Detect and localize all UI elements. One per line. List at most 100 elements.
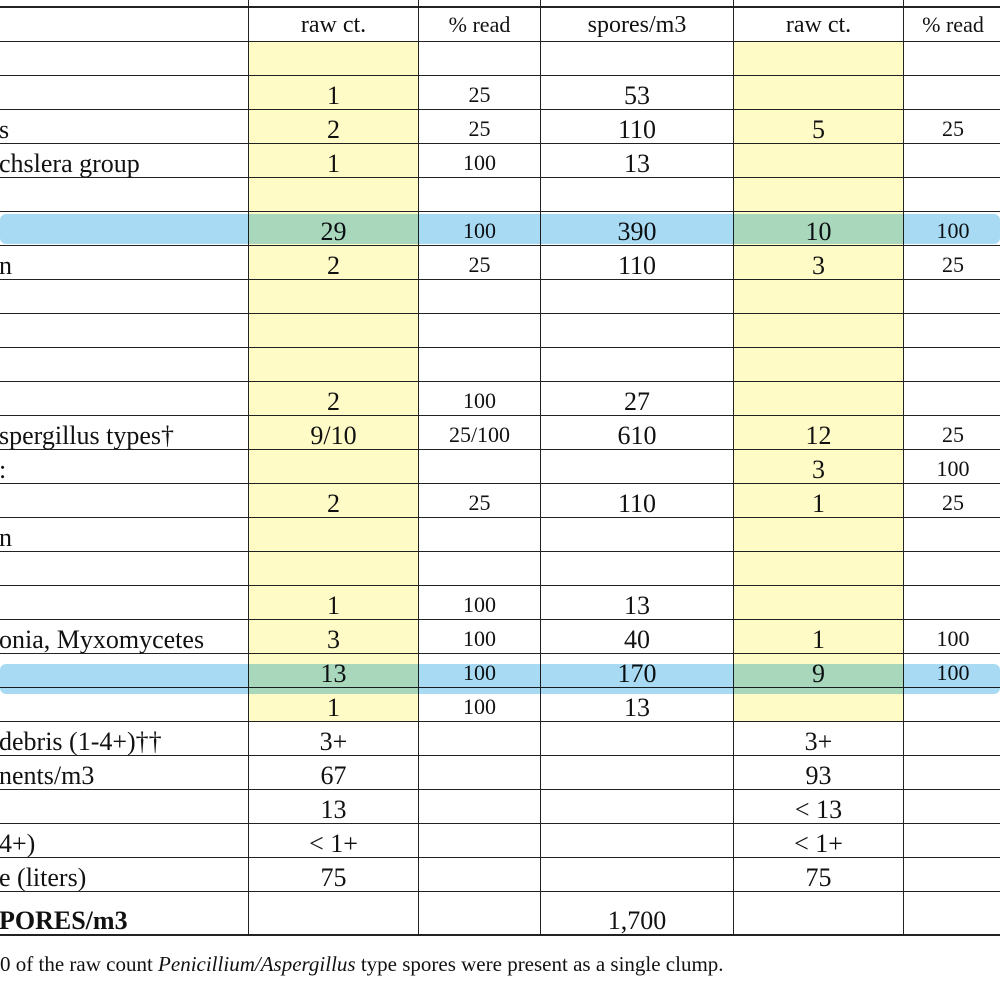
table-row: raw ct.% read spores/m3 raw ct.% read xyxy=(0,6,1000,42)
table-cell xyxy=(903,823,1000,858)
table-cell xyxy=(248,347,419,382)
table-cell: spores/m3 xyxy=(540,6,734,42)
table-cell: 100 xyxy=(903,449,1000,484)
table-cell xyxy=(248,313,419,348)
table-cell xyxy=(903,517,1000,552)
table-cell xyxy=(903,687,1000,722)
footnote: 0 of the raw count Penicillium/Aspergill… xyxy=(0,952,724,977)
table-cell xyxy=(540,41,734,76)
table-cell: 100 xyxy=(903,211,1000,246)
table-cell xyxy=(733,381,904,416)
table-cell xyxy=(248,517,419,552)
table-cell: 110 xyxy=(540,245,734,280)
table-cell: 100 xyxy=(418,211,541,246)
footnote-italic: Penicillium/Aspergillus xyxy=(158,952,356,976)
table-cell: 25/100 xyxy=(418,415,541,450)
table-row xyxy=(0,313,1000,348)
table-cell xyxy=(540,449,734,484)
table-cell: 100 xyxy=(903,653,1000,688)
table-cell: % read xyxy=(418,6,541,42)
table-body: 1 25 53 s 2 25 110 5 25 chslera group 1 100 13 29 100 3… xyxy=(0,41,1000,936)
table-cell xyxy=(0,789,249,824)
table-cell: 2 xyxy=(248,245,419,280)
table-cell xyxy=(0,41,249,76)
table-cell: PORES/m3 xyxy=(0,891,249,936)
table-cell xyxy=(540,279,734,314)
table-row: 29 100 390 10 100 xyxy=(0,211,1000,246)
table-cell: 2 xyxy=(248,483,419,518)
table-row: 2 100 27 xyxy=(0,381,1000,416)
table-cell xyxy=(903,721,1000,756)
table-cell xyxy=(540,755,734,790)
table-cell: 170 xyxy=(540,653,734,688)
table-cell: chslera group xyxy=(0,143,249,178)
table-cell xyxy=(248,891,419,936)
table-cell xyxy=(418,517,541,552)
table-cell xyxy=(903,755,1000,790)
table-cell: 100 xyxy=(418,619,541,654)
table-cell xyxy=(0,483,249,518)
table-cell xyxy=(418,755,541,790)
table-cell: raw ct. xyxy=(733,6,904,42)
table-row: 1 100 13 xyxy=(0,687,1000,722)
table-cell xyxy=(0,347,249,382)
table-cell xyxy=(733,891,904,936)
table-cell: 100 xyxy=(418,653,541,688)
table-cell xyxy=(903,381,1000,416)
table-cell xyxy=(0,313,249,348)
table-cell xyxy=(0,177,249,212)
table-cell: 1 xyxy=(248,687,419,722)
table-cell: 25 xyxy=(903,245,1000,280)
table-cell: 100 xyxy=(418,143,541,178)
table-cell xyxy=(540,789,734,824)
footnote-text: type spores were present as a single clu… xyxy=(355,952,724,976)
table-cell xyxy=(903,41,1000,76)
table-cell: raw ct. xyxy=(248,6,419,42)
table-cell xyxy=(418,823,541,858)
table-cell xyxy=(0,211,249,246)
table-cell: < 1+ xyxy=(733,823,904,858)
table-cell xyxy=(733,177,904,212)
table-cell xyxy=(540,857,734,892)
table-row: spergillus types† 9/10 25/100 610 12 25 xyxy=(0,415,1000,450)
table-cell: 3+ xyxy=(248,721,419,756)
table-cell: : xyxy=(0,449,249,484)
table-cell: 1 xyxy=(248,143,419,178)
table-cell xyxy=(540,177,734,212)
table-row: e (liters) 75 75 xyxy=(0,857,1000,892)
table-cell: < 13 xyxy=(733,789,904,824)
table-cell xyxy=(733,585,904,620)
table-cell: 25 xyxy=(418,109,541,144)
table-cell xyxy=(418,721,541,756)
table-cell xyxy=(0,687,249,722)
table-cell xyxy=(248,279,419,314)
table-cell: 75 xyxy=(733,857,904,892)
table-cell: n xyxy=(0,517,249,552)
table-cell xyxy=(418,313,541,348)
table-cell xyxy=(903,347,1000,382)
table-cell xyxy=(0,6,249,42)
table-row: nents/m3 67 93 xyxy=(0,755,1000,790)
table-row xyxy=(0,177,1000,212)
table-cell xyxy=(540,721,734,756)
table-row: n 2 25 110 3 25 xyxy=(0,245,1000,280)
table-row: 1 100 13 xyxy=(0,585,1000,620)
table-cell: 13 xyxy=(540,585,734,620)
table-cell: onia, Myxomycetes xyxy=(0,619,249,654)
table-row: 13 100 170 9 100 xyxy=(0,653,1000,688)
table-cell xyxy=(903,857,1000,892)
table-cell: 25 xyxy=(418,245,541,280)
table-cell: 2 xyxy=(248,109,419,144)
table-header: raw ct.% read spores/m3 raw ct.% read xyxy=(0,0,1000,42)
table-cell xyxy=(733,687,904,722)
table-cell xyxy=(418,789,541,824)
table-cell: 25 xyxy=(418,483,541,518)
table-cell xyxy=(0,279,249,314)
table-cell: debris (1-4+)†† xyxy=(0,721,249,756)
table-cell: 25 xyxy=(418,75,541,110)
table-cell xyxy=(733,551,904,586)
table-cell: 13 xyxy=(248,789,419,824)
table-row: n xyxy=(0,517,1000,552)
